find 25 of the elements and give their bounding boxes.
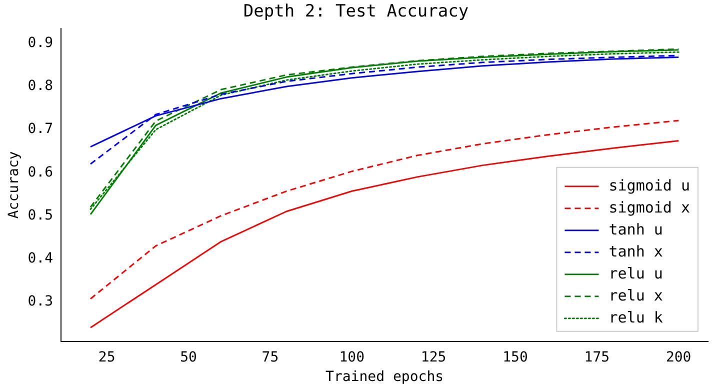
x-tick-label: 75: [262, 349, 279, 366]
legend-label: sigmoid x: [608, 198, 690, 216]
x-tick-label: 25: [98, 349, 116, 366]
legend-label: tanh u: [608, 220, 663, 238]
x-axis-title: Trained epochs: [326, 369, 444, 386]
legend-label: tanh x: [608, 242, 663, 260]
legend-label: relu u: [608, 264, 663, 282]
y-tick-label: 0.9: [28, 35, 54, 52]
legend-label: relu k: [608, 308, 663, 326]
legend-label: relu x: [608, 286, 663, 304]
x-tick-label: 125: [420, 349, 446, 366]
x-tick-label: 200: [666, 349, 692, 366]
y-tick-label: 0.7: [28, 121, 54, 138]
legend-label: sigmoid u: [608, 176, 690, 194]
chart-title: Depth 2: Test Accuracy: [243, 2, 469, 22]
x-tick-label: 175: [584, 349, 610, 366]
y-tick-label: 0.4: [28, 250, 54, 266]
y-tick-label: 0.8: [28, 78, 54, 94]
y-axis-title: Accuracy: [6, 151, 22, 219]
x-tick-label: 100: [339, 349, 365, 366]
x-tick-label: 50: [180, 349, 197, 366]
y-tick-label: 0.3: [28, 293, 54, 310]
y-tick-label: 0.5: [28, 207, 54, 224]
x-tick-label: 150: [502, 349, 528, 366]
y-tick-label: 0.6: [28, 164, 54, 180]
